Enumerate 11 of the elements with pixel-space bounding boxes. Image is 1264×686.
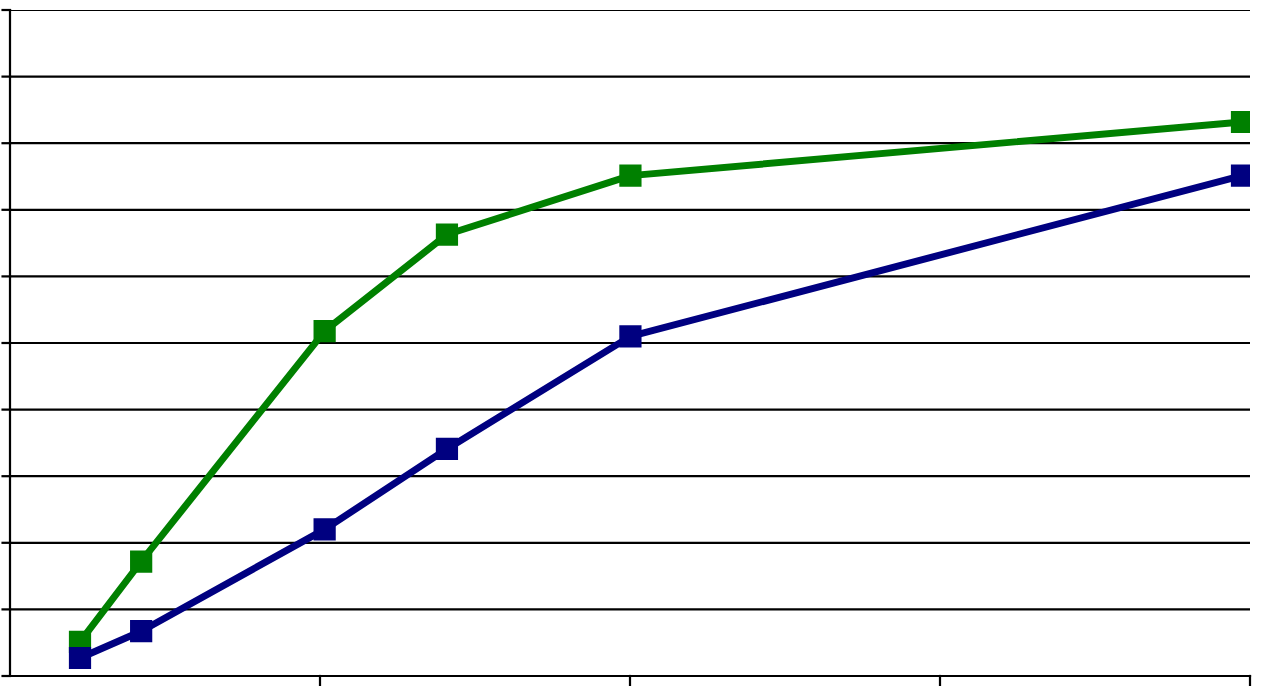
point bbox=[619, 325, 642, 348]
point bbox=[1230, 164, 1250, 187]
point bbox=[130, 620, 153, 643]
point bbox=[435, 223, 459, 246]
point bbox=[1230, 110, 1250, 134]
point bbox=[130, 550, 153, 573]
point bbox=[68, 646, 92, 670]
point bbox=[435, 437, 459, 461]
point bbox=[313, 319, 336, 343]
point bbox=[313, 518, 336, 541]
point bbox=[619, 164, 642, 187]
